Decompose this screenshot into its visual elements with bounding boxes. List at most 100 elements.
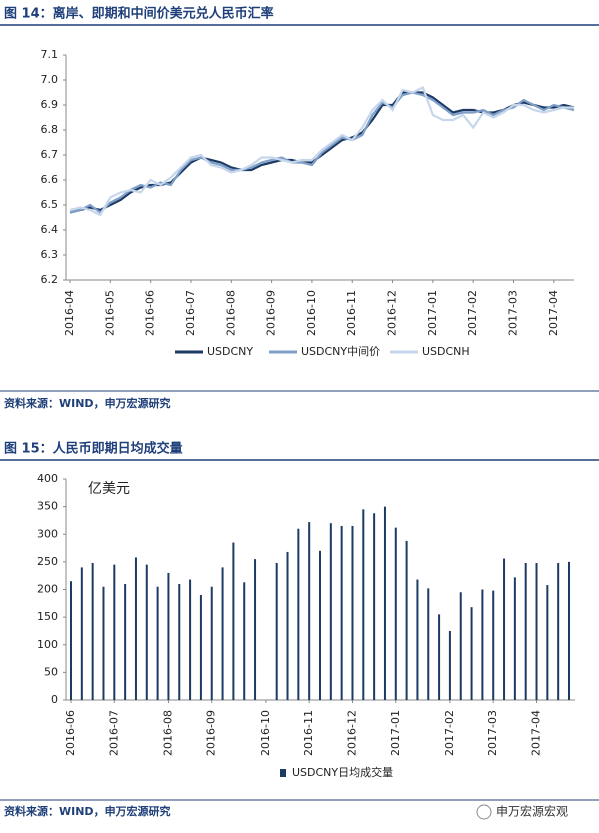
bar	[329, 523, 332, 700]
bar	[210, 586, 213, 700]
x-tick-label: 2016-10	[259, 710, 272, 756]
bar	[275, 562, 278, 700]
bar	[189, 579, 192, 700]
bar	[448, 630, 451, 700]
y-tick-label: 50	[44, 665, 58, 678]
bar	[524, 562, 527, 700]
x-tick-label: 2016-12	[386, 290, 399, 336]
bar	[243, 582, 246, 700]
bar	[568, 561, 570, 700]
y-tick-label: 100	[37, 638, 58, 651]
bar	[178, 583, 181, 700]
bar	[513, 577, 516, 700]
bar	[394, 527, 397, 700]
x-tick-label: 2016-10	[305, 290, 318, 336]
bar	[503, 558, 506, 700]
legend-label: USDCNY中间价	[301, 345, 380, 358]
bar	[199, 595, 202, 700]
bar	[80, 567, 83, 700]
x-tick-label: 2016-11	[302, 710, 315, 756]
x-tick-label: 2016-09	[205, 710, 218, 756]
legend-label: USDCNY	[207, 345, 253, 358]
y-tick-label: 7.1	[41, 48, 59, 61]
y-tick-label: 200	[37, 583, 58, 596]
bar	[124, 583, 127, 700]
x-tick-label: 2016-06	[64, 710, 77, 756]
x-tick-label: 2017-03	[507, 290, 520, 336]
x-tick-label: 2016-12	[345, 710, 358, 756]
bar	[113, 564, 116, 700]
bar	[221, 567, 224, 700]
bar	[546, 585, 549, 700]
x-tick-label: 2016-06	[144, 290, 157, 336]
x-tick-label: 2017-02	[443, 710, 456, 756]
y-tick-label: 7.0	[41, 73, 59, 86]
x-tick-label: 2017-03	[486, 710, 499, 756]
x-tick-label: 2017-04	[530, 710, 543, 756]
bar	[438, 614, 441, 700]
y-tick-label: 6.5	[41, 198, 59, 211]
bar	[70, 581, 72, 700]
y-tick-label: 0	[51, 693, 58, 706]
x-tick-label: 2017-01	[389, 710, 402, 756]
bar	[405, 540, 408, 700]
legend-swatch	[280, 769, 286, 777]
bar	[340, 525, 343, 700]
y-tick-label: 300	[37, 527, 58, 540]
bar	[232, 542, 235, 700]
x-tick-label: 2016-08	[224, 290, 237, 336]
source: 资料来源：WIND，申万宏源研究	[4, 804, 171, 818]
bar	[535, 562, 538, 700]
wechat-icon	[476, 804, 492, 820]
x-tick-label: 2017-04	[547, 290, 560, 336]
bar	[383, 506, 386, 700]
x-tick-label: 2016-04	[63, 290, 76, 336]
y-tick-label: 6.7	[41, 148, 59, 161]
bar	[470, 607, 473, 700]
x-tick-label: 2017-02	[466, 290, 479, 336]
bar	[134, 557, 137, 700]
bar	[297, 528, 300, 700]
x-tick-label: 2016-09	[265, 290, 278, 336]
y-tick-label: 250	[37, 555, 58, 568]
legend-label: USDCNY日均成交量	[292, 765, 393, 779]
bar	[286, 551, 289, 700]
series-line	[69, 91, 575, 214]
bar	[308, 522, 311, 700]
x-tick-label: 2016-08	[161, 710, 174, 756]
x-tick-label: 2016-07	[184, 290, 197, 336]
y-tick-label: 6.8	[41, 123, 59, 136]
y-tick-label: 6.4	[41, 223, 59, 236]
y-tick-label: 6.9	[41, 98, 59, 111]
bar	[319, 550, 321, 700]
y-tick-label: 6.6	[41, 173, 59, 186]
y-tick-label: 6.2	[41, 273, 59, 286]
figure-title: 图 15：人民币即期日均成交量	[4, 441, 183, 457]
y-tick-label: 150	[37, 610, 58, 623]
bar	[102, 586, 105, 700]
y-axis-label: 亿美元	[88, 481, 130, 497]
bar	[459, 592, 462, 700]
bar	[167, 572, 170, 700]
source: 资料来源：WIND，申万宏源研究	[4, 396, 171, 410]
bar	[362, 509, 365, 700]
bar	[481, 589, 484, 700]
watermark: 申万宏源宏观	[496, 804, 568, 819]
bar	[373, 513, 376, 700]
bar	[156, 586, 159, 700]
x-tick-label: 2016-07	[107, 710, 120, 756]
bar	[427, 588, 430, 700]
x-tick-label: 2016-05	[103, 290, 116, 336]
y-tick-label: 6.3	[41, 248, 59, 261]
figure-title: 图 14：离岸、即期和中间价美元兑人民币汇率	[4, 6, 274, 22]
bar	[351, 525, 354, 700]
bar	[492, 590, 495, 700]
x-tick-label: 2016-11	[345, 290, 358, 336]
bar	[145, 564, 148, 700]
legend-label: USDCNH	[422, 345, 470, 358]
bar	[91, 562, 94, 700]
series-line	[69, 85, 574, 217]
bar	[254, 559, 257, 700]
y-tick-label: 400	[37, 472, 58, 485]
